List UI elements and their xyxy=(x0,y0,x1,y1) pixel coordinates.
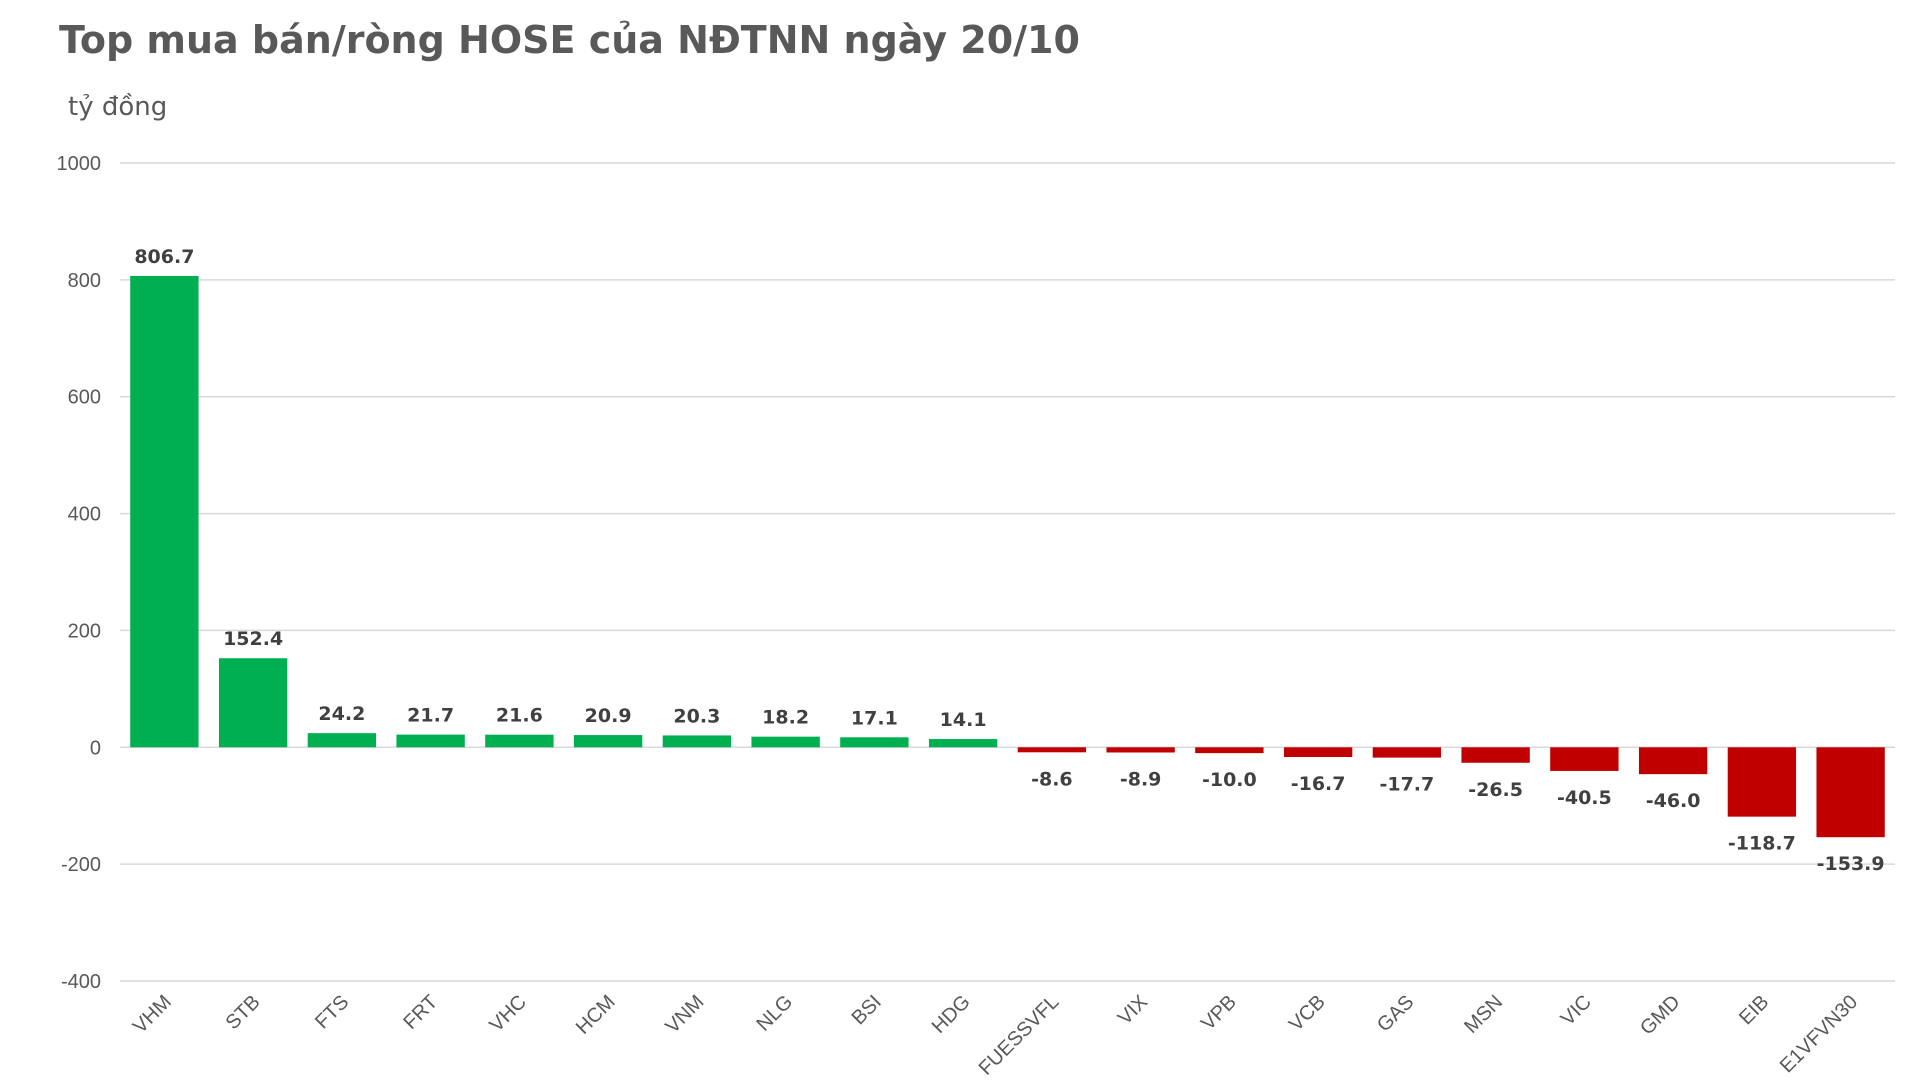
x-tick-label: GAS xyxy=(1373,991,1418,1036)
bar-hdg xyxy=(928,739,998,748)
data-label: 14.1 xyxy=(940,709,987,731)
data-label: 20.9 xyxy=(585,705,632,727)
y-tick-label: 800 xyxy=(68,270,101,292)
x-tick-label: VIC xyxy=(1557,991,1596,1030)
data-label: 21.7 xyxy=(407,705,454,727)
y-tick-label: 600 xyxy=(68,387,101,409)
x-tick-label: VIX xyxy=(1114,991,1152,1029)
bar-vhm xyxy=(130,275,199,748)
x-tick-label: MSN xyxy=(1460,991,1507,1038)
y-tick-label: 400 xyxy=(68,504,101,526)
bar-fuessvfl xyxy=(1017,747,1087,753)
data-label: 152.4 xyxy=(223,628,283,650)
bar-msn xyxy=(1461,747,1530,763)
data-label: 17.1 xyxy=(851,707,898,729)
data-label: -40.5 xyxy=(1557,787,1612,809)
bar-vic xyxy=(1550,747,1619,771)
x-tick-label: NLG xyxy=(753,991,798,1036)
x-tick-label: FRT xyxy=(399,991,442,1034)
x-tick-label: HCM xyxy=(572,991,620,1039)
data-label: -10.0 xyxy=(1202,769,1257,791)
bar-vnm xyxy=(662,735,732,748)
x-tick-label: STB xyxy=(222,991,265,1034)
data-label: 806.7 xyxy=(134,246,194,268)
bar-vhc xyxy=(485,734,554,748)
chart-title: Top mua bán/ròng HOSE của NĐTNN ngày 20/… xyxy=(59,18,1080,62)
bar-nlg xyxy=(751,736,820,748)
data-label: -16.7 xyxy=(1291,773,1346,795)
bar-vcb xyxy=(1283,747,1353,758)
x-tick-label: VNM xyxy=(661,991,708,1038)
data-label: 21.6 xyxy=(496,705,543,727)
x-tick-label: VHC xyxy=(485,991,530,1036)
bar-vix xyxy=(1106,747,1175,753)
data-label: -8.9 xyxy=(1120,768,1162,790)
bar-gmd xyxy=(1638,747,1708,775)
bar-hcm xyxy=(573,735,643,748)
bar-frt xyxy=(396,734,465,748)
x-tick-label: VHM xyxy=(129,991,176,1038)
x-tick-label: HDG xyxy=(928,991,975,1038)
data-label: -118.7 xyxy=(1728,833,1796,855)
x-tick-label: E1VFVN30 xyxy=(1776,991,1862,1077)
y-tick-label: 200 xyxy=(68,620,101,642)
data-label: -17.7 xyxy=(1379,774,1434,796)
data-label: 18.2 xyxy=(762,707,809,729)
bar-eib xyxy=(1727,747,1797,817)
data-label: 24.2 xyxy=(318,703,365,725)
x-tick-label: BSI xyxy=(848,991,886,1029)
x-tick-label: FUESSVFL xyxy=(975,991,1064,1080)
x-tick-label: VPB xyxy=(1197,991,1241,1035)
y-tick-label: -200 xyxy=(61,854,101,876)
y-tick-label: 0 xyxy=(90,737,101,759)
data-label: -46.0 xyxy=(1646,790,1701,812)
x-tick-label: EIB xyxy=(1735,991,1773,1029)
bar-fts xyxy=(307,733,377,748)
data-label: -153.9 xyxy=(1817,853,1885,875)
bar-gas xyxy=(1372,747,1442,758)
bar-e1vfvn30 xyxy=(1816,747,1885,838)
y-axis-unit-label: tỷ đồng xyxy=(68,92,168,122)
x-tick-label: FTS xyxy=(311,991,353,1033)
data-label: -26.5 xyxy=(1468,779,1523,801)
bar-bsi xyxy=(840,737,909,748)
data-label: 20.3 xyxy=(673,705,720,727)
bar-stb xyxy=(218,658,288,748)
x-tick-label: GMD xyxy=(1636,991,1685,1040)
y-tick-label: 1000 xyxy=(57,153,102,175)
bar-vpb xyxy=(1195,747,1264,754)
y-tick-label: -400 xyxy=(61,971,101,993)
x-tick-label: VCB xyxy=(1285,991,1330,1036)
data-label: -8.6 xyxy=(1031,768,1073,790)
